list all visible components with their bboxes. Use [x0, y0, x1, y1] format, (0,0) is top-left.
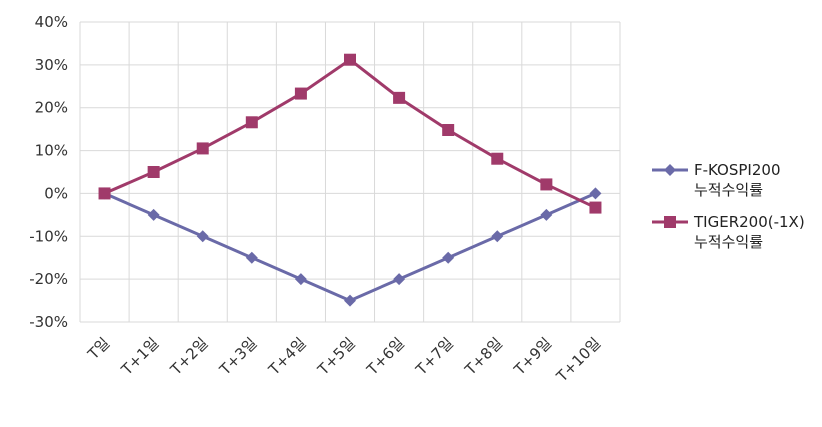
y-tick-label: -30%	[29, 313, 68, 331]
x-tick-label: T+7일	[412, 334, 457, 379]
legend-label-f-kospi200: F-KOSPI200 누적수익률	[694, 161, 781, 199]
square-point	[294, 87, 307, 100]
diamond-point	[491, 230, 504, 243]
diamond-point	[540, 208, 553, 221]
square-point	[491, 152, 504, 165]
square-point	[589, 201, 602, 214]
legend: F-KOSPI200 누적수익률 TIGER200(-1X) 누적수익률	[652, 160, 820, 264]
square-point	[344, 53, 356, 66]
x-tick-label: T+3일	[215, 334, 260, 379]
legend-diamond	[664, 164, 676, 176]
x-tick-label: T+2일	[166, 334, 211, 379]
y-tick-label: 10%	[35, 142, 68, 160]
y-tick-label: 40%	[35, 13, 68, 31]
square-point	[245, 116, 258, 129]
y-tick-label: -10%	[29, 227, 68, 245]
square-point	[98, 187, 111, 200]
legend-diamond-marker	[652, 164, 688, 176]
legend-square-marker	[652, 216, 688, 228]
legend-item-f-kospi200: F-KOSPI200 누적수익률	[652, 160, 820, 200]
y-tick-label: -20%	[29, 270, 68, 288]
x-tick-label: T+6일	[363, 334, 408, 379]
diamond-point	[344, 294, 356, 307]
x-tick-label: T+8일	[461, 334, 506, 379]
diamond-point	[147, 208, 160, 221]
square-point	[540, 178, 553, 191]
x-tick-label: T+1일	[117, 334, 162, 379]
y-tick-label: 20%	[35, 99, 68, 117]
diamond-point	[245, 251, 258, 264]
diamond-point	[393, 273, 406, 286]
y-tick-label: 30%	[35, 56, 68, 74]
x-tick-label: T일	[84, 334, 114, 364]
square-point	[147, 166, 160, 178]
x-tick-label: T+9일	[510, 334, 555, 379]
x-tick-label: T+5일	[314, 334, 359, 379]
diamond-point	[294, 273, 307, 286]
diamond-point	[589, 187, 602, 200]
x-tick-label: T+4일	[264, 334, 309, 379]
diamond-point	[442, 251, 455, 264]
legend-square	[664, 216, 676, 228]
legend-item-tiger200: TIGER200(-1X) 누적수익률	[652, 212, 820, 252]
square-point	[442, 124, 455, 136]
diamond-point	[196, 230, 209, 243]
square-point	[393, 91, 406, 104]
legend-label-tiger200: TIGER200(-1X) 누적수익률	[694, 213, 805, 251]
y-tick-label: 0%	[44, 184, 68, 202]
x-tick-label: T+10일	[552, 334, 604, 386]
square-point	[196, 142, 209, 155]
